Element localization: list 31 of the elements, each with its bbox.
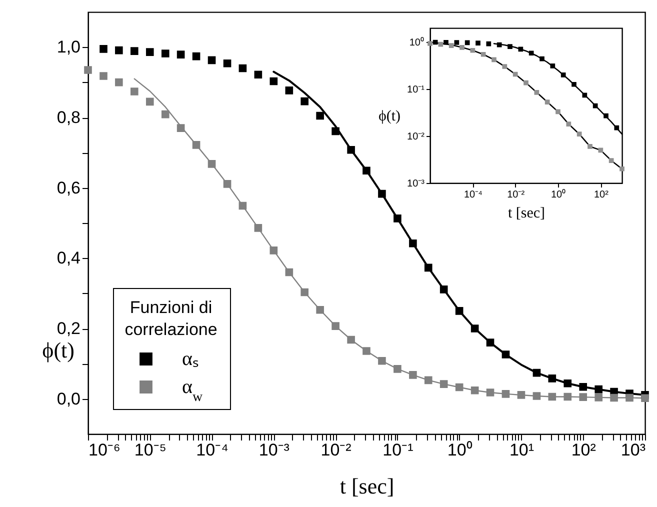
x-tick-label: 10⁰ (550, 188, 566, 200)
x-tick-label: 10⁻² (320, 440, 352, 460)
x-tick-label: 10⁻⁴ (196, 440, 228, 460)
x-tick-label: 10² (571, 440, 596, 460)
x-tick-label: 10⁻² (507, 190, 526, 200)
y-tick-label: 1,0 (56, 38, 80, 57)
x-tick-label: 10² (594, 190, 610, 200)
x-tick-label: 10⁰ (447, 440, 472, 460)
y-axis-title: ϕ(t) (378, 108, 400, 124)
legend-title: Funzioni di correlazione (124, 298, 218, 339)
x-tick-label: 10⁻¹ (382, 440, 414, 460)
x-tick-label: 10⁻⁴ (464, 190, 482, 200)
y-tick-label: 0,8 (56, 108, 80, 127)
y-tick-label: 10⁻² (407, 132, 426, 143)
legend-label: α$_{w}$ (182, 376, 204, 404)
y-tick-label: 0,4 (56, 248, 80, 268)
y-tick-label: 0,0 (56, 389, 80, 408)
legend-label: αₛ (182, 348, 198, 370)
y-tick-label: 10⁻¹ (407, 84, 426, 96)
x-axis-title: t [sec] (340, 474, 394, 498)
x-tick-label: 10⁻³ (258, 440, 290, 460)
y-tick-label: 10⁰ (409, 36, 424, 49)
y-tick-label: 10⁻³ (407, 178, 426, 190)
x-tick-label: 10⁻⁵ (134, 440, 166, 460)
x-tick-label: 10¹ (509, 440, 534, 460)
y-tick-label: 0,6 (56, 178, 80, 198)
x-tick-label: 10⁻⁶ (88, 440, 120, 460)
y-axis-title: ϕ(t) (42, 338, 74, 362)
y-tick-label: 0,2 (56, 319, 80, 338)
x-axis-title: t [sec] (508, 206, 546, 222)
x-tick-label: 10³ (620, 440, 646, 460)
